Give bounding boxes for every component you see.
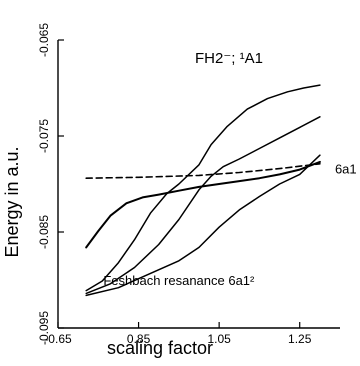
series-group — [85, 84, 321, 297]
y-tick-label: -0.065 — [37, 23, 51, 57]
axes — [57, 40, 340, 329]
x-tick-label: 1.05 — [207, 332, 231, 346]
x-ticks: -0.65 0.85 1.05 1.25 — [44, 322, 312, 346]
series-line-1 — [85, 163, 321, 179]
y-tick-label: -0.095 — [37, 311, 51, 345]
x-tick-label: 1.25 — [288, 332, 312, 346]
x-tick-label: -0.65 — [44, 332, 72, 346]
y-tick-label: -0.075 — [37, 119, 51, 153]
annotation-feshbach: Feshbach resanance 6a1² — [103, 273, 255, 288]
y-tick-label: -0.085 — [37, 215, 51, 249]
y-axis-label: Energy in a.u. — [2, 146, 22, 257]
x-axis-label: scaling factor — [107, 338, 213, 358]
series-line-4 — [85, 116, 321, 295]
series-line-5 — [85, 154, 321, 297]
chart-title-text: FH2⁻; ¹A1 — [195, 50, 263, 67]
x-tick-label: 0.85 — [127, 332, 151, 346]
series-line-3 — [85, 84, 321, 292]
series-line-2 — [85, 160, 321, 249]
y-ticks: -0.095 -0.085 -0.075 -0.065 — [37, 23, 64, 345]
annotation-6a1: 6a1 — [335, 162, 357, 177]
chart-title: FH2⁻; ¹A1 — [195, 50, 263, 67]
